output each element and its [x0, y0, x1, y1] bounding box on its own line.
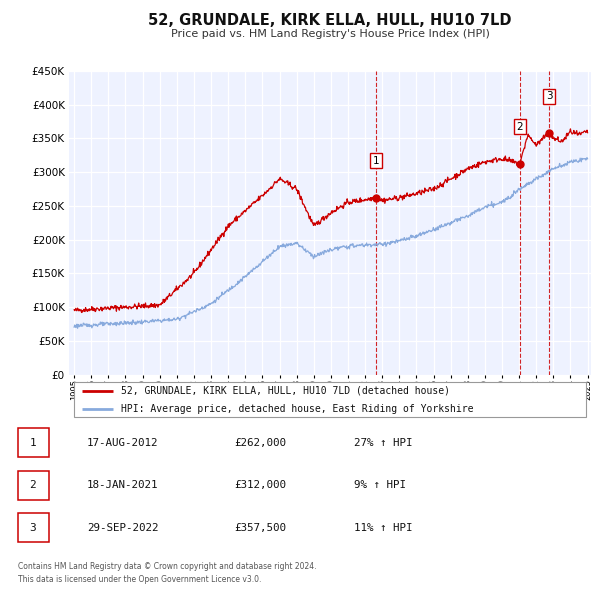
Text: £312,000: £312,000: [234, 480, 286, 490]
Text: 3: 3: [546, 91, 553, 101]
FancyBboxPatch shape: [18, 428, 49, 457]
FancyBboxPatch shape: [18, 471, 49, 500]
Text: 9% ↑ HPI: 9% ↑ HPI: [354, 480, 406, 490]
FancyBboxPatch shape: [18, 513, 49, 542]
Text: 29-SEP-2022: 29-SEP-2022: [87, 523, 158, 533]
Text: Price paid vs. HM Land Registry's House Price Index (HPI): Price paid vs. HM Land Registry's House …: [170, 29, 490, 38]
Text: £262,000: £262,000: [234, 438, 286, 448]
Text: 2: 2: [517, 122, 523, 132]
Text: 52, GRUNDALE, KIRK ELLA, HULL, HU10 7LD: 52, GRUNDALE, KIRK ELLA, HULL, HU10 7LD: [148, 13, 512, 28]
Text: HPI: Average price, detached house, East Riding of Yorkshire: HPI: Average price, detached house, East…: [121, 404, 474, 414]
Text: 52, GRUNDALE, KIRK ELLA, HULL, HU10 7LD (detached house): 52, GRUNDALE, KIRK ELLA, HULL, HU10 7LD …: [121, 386, 450, 396]
FancyBboxPatch shape: [74, 382, 586, 417]
Text: 1: 1: [373, 156, 379, 166]
Text: £357,500: £357,500: [234, 523, 286, 533]
Text: 27% ↑ HPI: 27% ↑ HPI: [354, 438, 413, 448]
Text: Contains HM Land Registry data © Crown copyright and database right 2024.: Contains HM Land Registry data © Crown c…: [18, 562, 317, 571]
Text: This data is licensed under the Open Government Licence v3.0.: This data is licensed under the Open Gov…: [18, 575, 262, 584]
Text: 1: 1: [29, 438, 37, 448]
Text: 18-JAN-2021: 18-JAN-2021: [87, 480, 158, 490]
Text: 11% ↑ HPI: 11% ↑ HPI: [354, 523, 413, 533]
Text: 17-AUG-2012: 17-AUG-2012: [87, 438, 158, 448]
Text: 2: 2: [29, 480, 37, 490]
Text: 3: 3: [29, 523, 37, 533]
